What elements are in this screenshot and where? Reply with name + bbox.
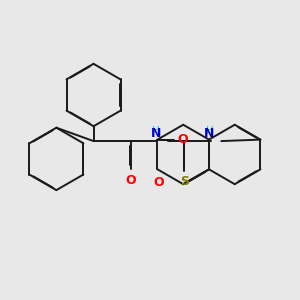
Text: O: O: [125, 174, 136, 187]
Text: N: N: [151, 128, 161, 140]
Text: N: N: [204, 128, 214, 140]
Text: H: H: [152, 126, 160, 136]
Text: H: H: [206, 126, 213, 136]
Text: O: O: [154, 176, 164, 189]
Text: O: O: [177, 133, 188, 146]
Text: S: S: [180, 175, 189, 188]
